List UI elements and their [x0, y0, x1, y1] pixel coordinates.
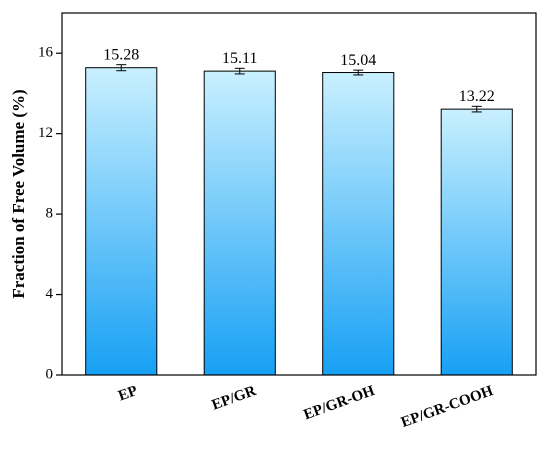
- y-tick-label: 12: [38, 125, 53, 141]
- bar: [322, 72, 395, 376]
- x-tick-label: EP/GR-OH: [302, 383, 377, 424]
- y-tick-label: 16: [38, 45, 54, 61]
- x-tick-label: EP/GR-COOH: [399, 383, 496, 431]
- plot-frame: [61, 12, 537, 376]
- bar: [440, 108, 513, 376]
- value-label: 15.28: [103, 46, 139, 63]
- y-axis-title: Fraction of Free Volume (%): [9, 89, 28, 298]
- value-label: 13.22: [459, 88, 495, 105]
- y-tick-label: 0: [46, 366, 54, 382]
- value-label: 15.04: [340, 52, 376, 69]
- bar: [85, 67, 158, 376]
- y-tick-label: 4: [46, 286, 54, 302]
- value-label: 15.11: [222, 50, 257, 67]
- bar: [203, 70, 276, 376]
- x-tick-label: EP: [116, 383, 139, 405]
- x-tick-label: EP/GR: [210, 383, 259, 414]
- y-tick-label: 8: [46, 206, 54, 222]
